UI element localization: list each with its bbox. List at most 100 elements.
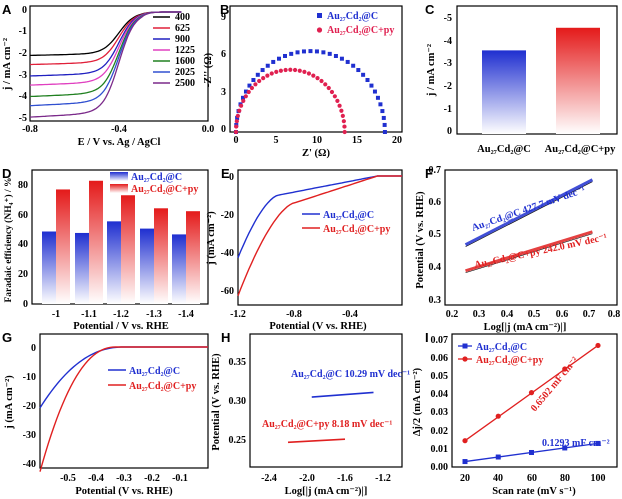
data-point [332,94,337,99]
bar-au27cd2-c-py [154,208,168,304]
y-tick: 0 [221,124,226,135]
curve-au27cd2-c-py [39,346,208,472]
x-tick: -1.2 [113,309,129,320]
legend-swatch [110,184,128,193]
data-point [562,366,568,372]
bar-au27cd2-c-py [121,195,135,304]
x-tick: -2.4 [261,473,277,484]
curve-rpm-900 [29,11,182,77]
data-point [295,50,300,55]
legend-label: Au₂₇Cd₂@C+py [129,381,196,392]
legend-label: 900 [175,34,190,45]
tafel-line [464,178,594,247]
data-point [234,124,239,129]
data-point [381,115,386,120]
cdl-annotation: 0.1293 mF cm⁻² [542,438,610,449]
panel-d: D Au₂₇Cd₂@C Au₂₇Cd₂@C+py -1 -1.1 -1.2 -1… [2,166,209,332]
data-point [339,108,344,113]
data-point [462,459,468,465]
panel-h: H Au₂₇Cd₂@C 10.29 mV dec⁻¹ Au₂₇Cd₂@C+py … [211,330,410,497]
y-tick: 0 [31,343,36,354]
plot-frame-i [451,333,618,468]
y-axis-label-e: j (mA cm⁻²) [206,211,217,266]
bar-au27cd2-c-py [89,180,103,304]
y-tick: -40 [221,248,234,259]
x-axis-label-a: E / V vs. Ag / AgCl [78,137,161,148]
y-axis-label-g: j (mA cm⁻²) [4,375,15,430]
y-ticks-h: 0.25 0.30 0.35 [229,357,247,446]
x-axis-label-i: Scan rate (mV s⁻¹) [492,486,576,497]
bar-au27cd2-c [75,232,89,304]
tafel-line [287,438,346,444]
data-point [365,78,370,83]
data-point [301,49,306,54]
x-tick: -0.4 [342,309,358,320]
y-tick: 0.7 [429,165,442,176]
data-point [314,49,319,54]
data-point [341,119,346,124]
legend-swatch [110,172,128,181]
y-tick: 0.07 [431,335,449,346]
x-tick: -1.3 [146,309,162,320]
data-point [308,49,313,54]
legend-label: 2500 [175,78,195,89]
data-point [321,50,326,55]
y-tick: 0.02 [431,426,449,437]
panel-letter-a: A [2,2,12,17]
tafel-fit [465,181,593,248]
legend-e: Au₂₇Cd₂@C Au₂₇Cd₂@C+py [302,210,390,235]
data-point [369,83,374,88]
y-tick: -1 [19,26,27,37]
polarization-curves [29,11,182,118]
panel-e: E Au₂₇Cd₂@C Au₂₇Cd₂@C+py -1.2 -0.8 -0.4 … [206,166,403,332]
y-tick: 0.01 [431,444,449,455]
y-tick: 0.5 [429,229,442,240]
data-point [595,440,601,446]
y-tick: 0.30 [229,396,247,407]
legend-marker [462,356,468,362]
legend-label: Au₂₇Cd₂@C [129,366,180,377]
data-point [323,82,328,87]
data-point [302,69,307,74]
y-tick: -40 [23,459,36,470]
data-point [257,78,262,84]
bar-au27cd2-c-py [556,27,600,135]
data-point [356,68,361,73]
x-ticks-i: 20 40 60 80 100 [460,473,606,484]
x-tick: 20 [460,473,470,484]
x-ticks-d: -1 -1.1 -1.2 -1.3 -1.4 [52,309,194,320]
x-tick: -0.4 [88,473,104,484]
legend-d: Au₂₇Cd₂@C Au₂₇Cd₂@C+py [110,172,198,195]
y-tick: -60 [221,286,234,297]
x-tick: 0.2 [446,309,459,320]
legend-i: Au₂₇Cd₂@C Au₂₇Cd₂@C+py [458,342,543,366]
data-point [311,73,316,78]
y-tick: 0.4 [429,262,442,273]
y-tick: 0.3 [429,295,442,306]
category-label: Au₂₇Cd₂@C+py [545,144,616,155]
data-point [274,69,279,74]
x-axis-label-d: Potential / V vs. RHE [73,321,169,332]
plot-frame-a [29,5,209,122]
bar-au27cd2-c [482,50,526,134]
data-point [253,82,258,87]
x-tick: 100 [591,473,606,484]
data-point [495,454,501,460]
legend-label: Au₂₇Cd₂@C+py [323,224,390,235]
bar-au27cd2-c [172,234,186,304]
data-point [282,53,287,58]
x-tick: -1.2 [230,309,246,320]
y-tick: 9 [221,12,226,23]
x-tick: -0.2 [144,473,160,484]
y-tick: 0 [447,126,452,137]
y-tick: -10 [23,372,36,383]
legend-label: Au₂₇Cd₂@C+py [131,184,198,195]
x-tick: -0.5 [60,473,76,484]
x-axis-label-e: Potential (V vs. RHE) [269,321,367,332]
data-point [260,68,265,73]
y-tick: 40 [18,239,28,250]
y-tick: 0.25 [229,435,247,446]
plot-frame-h [249,333,403,468]
data-point [306,71,312,76]
